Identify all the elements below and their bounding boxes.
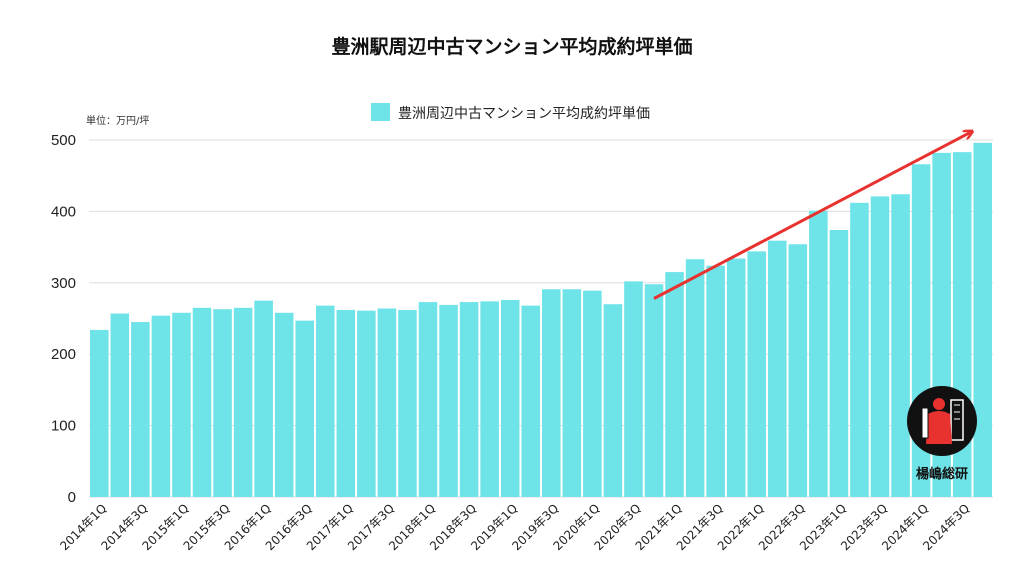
bar-2022年3Q (788, 244, 808, 497)
y-tick-label: 0 (68, 489, 76, 506)
bar-2018年2Q (439, 304, 458, 497)
bar-2019年4Q (562, 289, 582, 497)
bar-2015年3Q (213, 309, 232, 497)
bar-2017年3Q (377, 308, 397, 497)
legend-label: 豊洲周辺中古マンション平均成約坪単価 (398, 106, 650, 122)
bar-2020年1Q (583, 290, 602, 497)
bar-2014年4Q (151, 315, 171, 497)
bar-2020年3Q (624, 281, 643, 497)
bar-2020年4Q (644, 284, 664, 497)
x-axis-ticks: 2014年1Q2014年3Q2015年1Q2015年3Q2016年1Q2016年… (57, 501, 972, 553)
y-tick-label: 300 (51, 275, 76, 292)
bar-2015年2Q (192, 307, 212, 497)
bar-2021年3Q (706, 265, 725, 497)
bar-2017年2Q (357, 310, 376, 497)
bar-2023年1Q (829, 229, 849, 497)
logo: 楊嶋総研 (907, 386, 977, 482)
bar-2017年1Q (336, 309, 356, 497)
bar-2018年4Q (480, 301, 499, 497)
bar-2021年2Q (685, 259, 705, 497)
bar-2023年4Q (891, 194, 910, 497)
y-tick-label: 400 (51, 203, 76, 220)
legend-swatch (371, 103, 390, 121)
bar-2022年1Q (747, 251, 766, 497)
logo-text: 楊嶋総研 (916, 466, 968, 482)
bar-2024年4Q (973, 142, 992, 498)
y-tick-label: 500 (51, 132, 76, 149)
bar-2023年3Q (870, 196, 890, 497)
bar-2019年2Q (521, 305, 540, 497)
y-tick-label: 200 (51, 346, 76, 363)
bar-2022年2Q (768, 240, 787, 498)
bar-2017年4Q (398, 309, 417, 497)
bar-2018年1Q (418, 302, 438, 497)
y-axis-ticks: 0 100 200 300 400 500 (51, 132, 76, 506)
bar-2014年1Q (90, 329, 109, 497)
unit-label: 単位：万円/坪 (86, 114, 149, 127)
legend: 豊洲周辺中古マンション平均成約坪単価 (371, 103, 650, 122)
bar-2014年3Q (131, 322, 150, 497)
bar-2019年1Q (500, 299, 520, 497)
bar-2016年4Q (316, 305, 335, 497)
bar-2014年2Q (110, 313, 130, 497)
bar-2015年4Q (233, 307, 253, 497)
person-with-building-icon (921, 398, 964, 444)
bar-2016年2Q (274, 312, 294, 497)
bar-2021年4Q (726, 258, 746, 497)
bar-2021年1Q (665, 272, 684, 497)
trend-arrow (653, 132, 971, 300)
bars (90, 142, 992, 498)
bar-2019年3Q (542, 289, 561, 497)
bar-2022年4Q (809, 210, 828, 497)
chart-title: 豊洲駅周辺中古マンション平均成約坪単価 (331, 35, 692, 58)
bar-2018年3Q (459, 302, 479, 497)
bar-2020年2Q (603, 304, 623, 497)
bar-2015年1Q (172, 312, 191, 497)
bar-2016年1Q (254, 300, 273, 497)
bar-2016年3Q (295, 320, 314, 497)
bar-2023年2Q (850, 202, 869, 497)
y-tick-label: 100 (51, 418, 76, 435)
